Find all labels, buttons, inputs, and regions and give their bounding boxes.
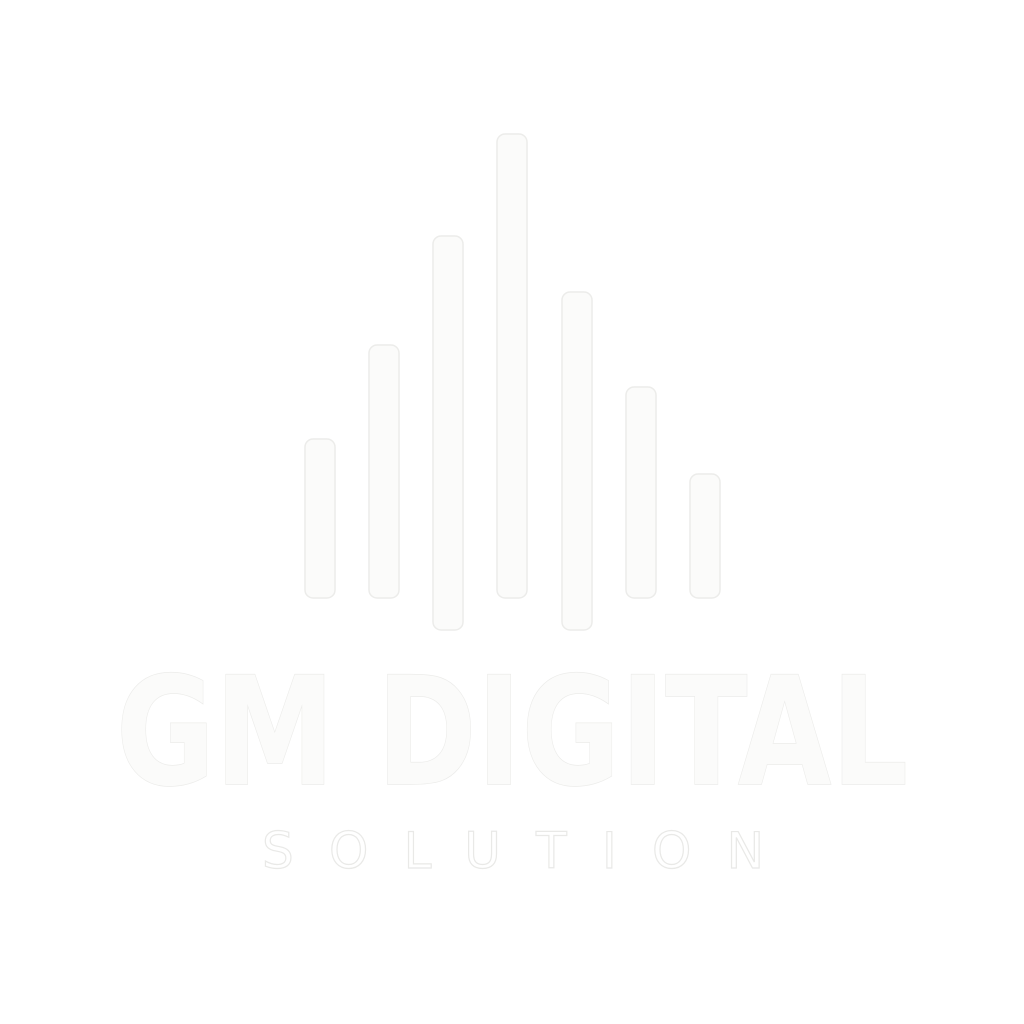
logo-bar-7 xyxy=(689,473,721,599)
logo-bar-2 xyxy=(368,344,400,599)
logo-subtitle: SOLUTION xyxy=(262,822,764,880)
logo-bar-5 xyxy=(561,291,593,631)
logo-bar-4 xyxy=(496,133,528,599)
logo-bar-1 xyxy=(304,438,336,599)
equalizer-bars-icon xyxy=(304,133,721,631)
logo-bar-6 xyxy=(625,386,657,599)
logo-bar-3 xyxy=(432,235,464,631)
logo-title: GM DIGITAL xyxy=(116,646,908,820)
